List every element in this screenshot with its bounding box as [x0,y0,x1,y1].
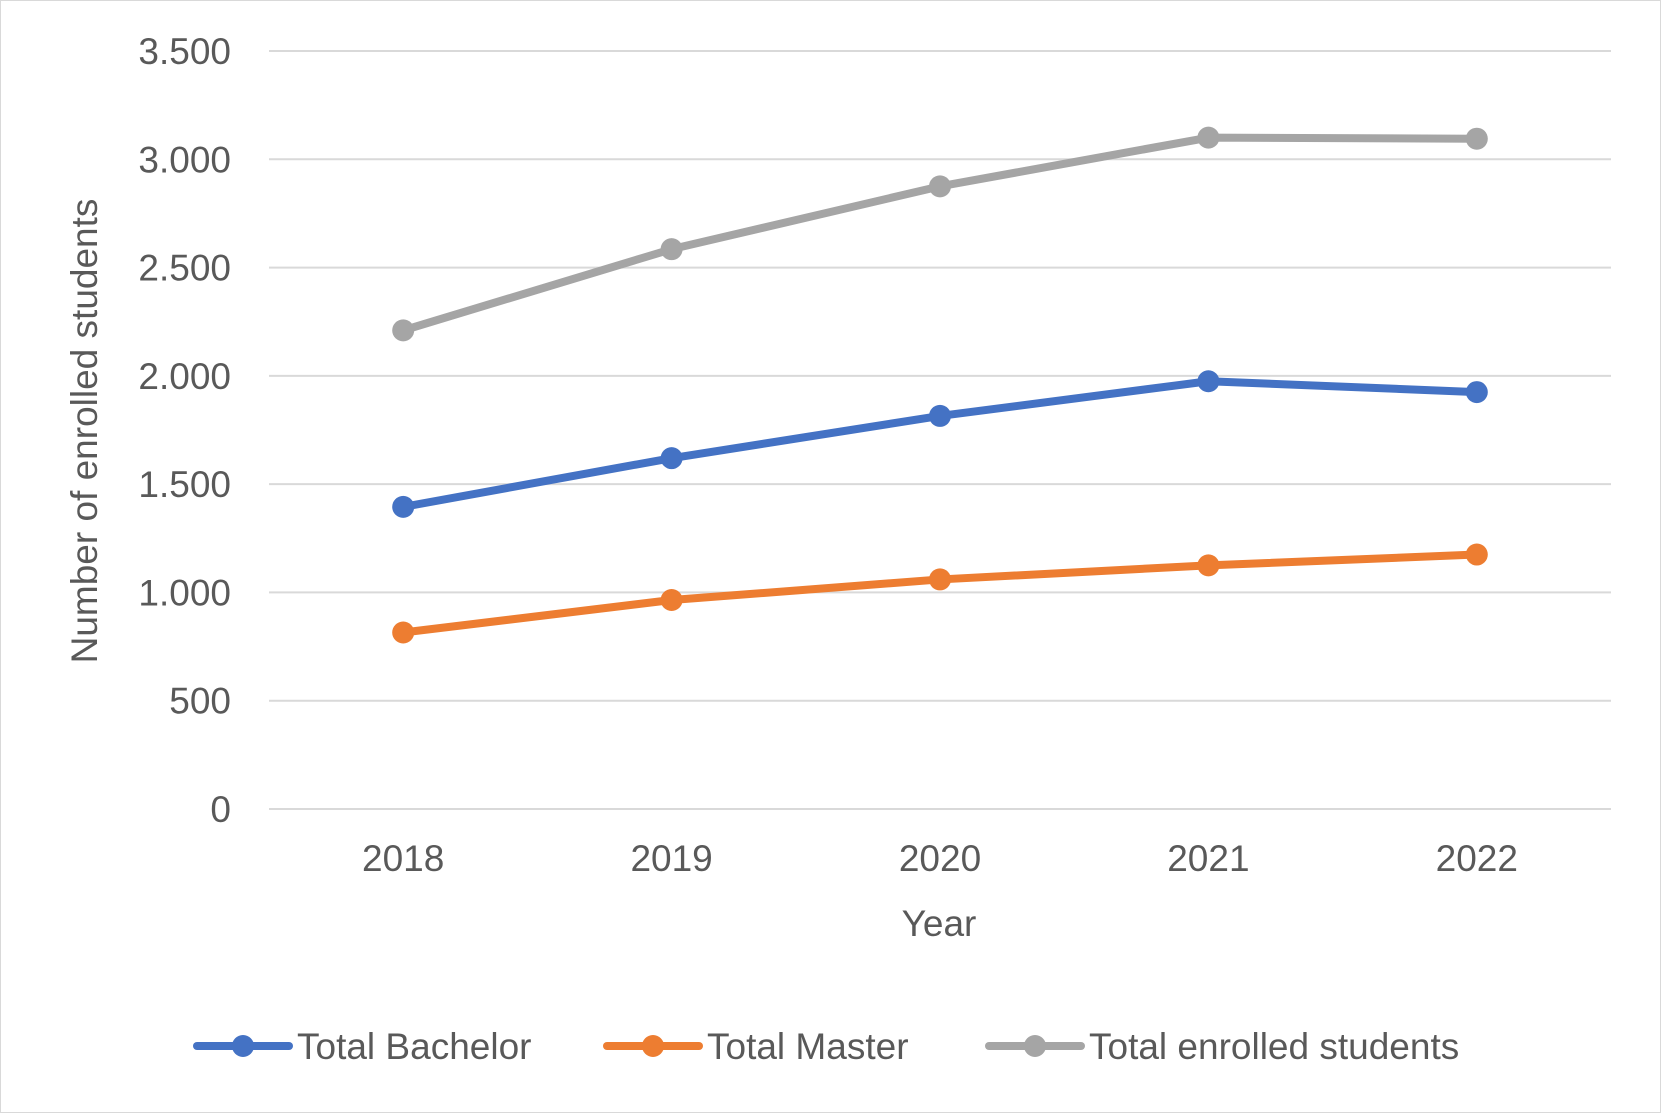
x-tick-label: 2018 [362,838,444,879]
legend-label: Total Master [707,1026,909,1067]
y-tick-label: 2.500 [138,248,231,289]
legend-marker [232,1035,254,1057]
series-total-enrolled-students [392,126,1488,342]
legend-item: Total Bachelor [193,1026,531,1067]
series-total-bachelor [392,370,1488,518]
data-point [392,495,415,518]
legend-label: Total enrolled students [1089,1026,1459,1067]
gridlines [269,50,1611,810]
series-line [399,550,1481,637]
y-tick-label: 500 [169,681,231,722]
data-point [1465,127,1488,150]
data-point [1465,381,1488,404]
data-point [1197,370,1220,393]
y-axis-label: Number of enrolled students [64,199,105,664]
y-axis-tick-labels: 0 500 1.000 1.500 2.000 2.500 3.000 3.500 [138,31,231,830]
y-tick-label: 1.500 [138,464,231,505]
data-point [660,238,683,261]
data-point [660,447,683,470]
legend-marker [642,1035,664,1057]
y-tick-label: 3.500 [138,31,231,72]
data-point [929,404,951,427]
data-point [1465,543,1488,566]
legend-item: Total enrolled students [985,1026,1459,1067]
series-line [399,133,1481,335]
x-tick-label: 2019 [630,838,712,879]
data-point [1197,554,1220,577]
data-point [929,175,951,198]
x-tick-label: 2022 [1436,838,1518,879]
legend-marker [1024,1035,1046,1057]
y-tick-label: 1.000 [138,572,231,613]
y-tick-label: 0 [210,789,231,830]
data-point [1197,126,1220,149]
x-axis-label: Year [902,903,977,944]
y-tick-label: 2.000 [138,356,231,397]
x-tick-label: 2020 [899,838,981,879]
legend-item: Total Master [603,1026,909,1067]
data-point [660,589,683,612]
y-tick-label: 3.000 [138,139,231,180]
legend: Total Bachelor Total Master Total enrolled… [193,1026,1459,1067]
series-total-master [392,543,1488,644]
series-lines [392,126,1488,644]
x-axis-tick-labels: 2018 2019 2020 2021 2022 [362,838,1518,879]
data-point [392,319,415,342]
legend-label: Total Bachelor [297,1026,531,1067]
data-point [929,568,951,591]
series-line [399,377,1481,511]
x-tick-label: 2021 [1167,838,1249,879]
data-point [392,621,415,644]
